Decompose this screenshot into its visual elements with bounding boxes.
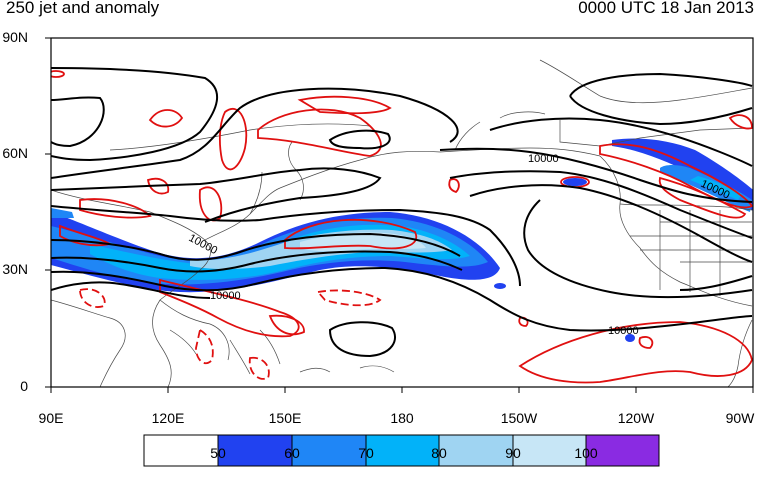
contour-label: 10000 <box>608 325 639 337</box>
contour-label: 10000 <box>210 290 241 302</box>
lat-tick-label: 60N <box>2 145 28 161</box>
contour-label: 10000 <box>187 232 220 257</box>
colorbar-box <box>365 434 440 467</box>
colorbar-label: 60 <box>284 445 300 461</box>
coastlines <box>51 59 753 387</box>
colorbar-box <box>217 434 293 467</box>
jet-patch-pacific <box>494 283 506 289</box>
colorbar-box <box>291 434 367 467</box>
lon-tick-label: 90W <box>725 410 755 426</box>
jet-patch-east <box>625 334 635 342</box>
map-plot-area: 10000 10000 10000 10000 10000 <box>51 59 753 387</box>
colorbar-box <box>143 434 219 467</box>
colorbar-label: 90 <box>505 445 521 461</box>
colorbar-label: 100 <box>574 445 598 461</box>
map-timestamp: 0000 UTC 18 Jan 2013 <box>578 0 754 17</box>
lat-tick-label: 0 <box>20 378 28 394</box>
colorbar-label: 70 <box>358 445 374 461</box>
lon-tick-label: 120E <box>151 410 185 426</box>
height-contours <box>51 67 753 358</box>
jet-patch-small <box>563 178 587 186</box>
colorbar-label: 50 <box>210 445 226 461</box>
lon-tick-label: 150E <box>268 410 302 426</box>
lat-tick-label: 30N <box>2 261 28 277</box>
lon-tick-label: 90E <box>38 410 64 426</box>
lon-tick-label: 180 <box>390 410 414 426</box>
map-title: 250 jet and anomaly <box>6 0 160 17</box>
colorbar-box <box>438 434 514 467</box>
colorbar-box <box>585 434 660 467</box>
colorbar-label: 80 <box>431 445 447 461</box>
colorbar-box <box>512 434 587 467</box>
colorbar <box>143 434 660 467</box>
contour-label-group: 10000 10000 10000 10000 10000 <box>187 153 732 337</box>
plot-frame <box>50 37 754 388</box>
anomaly-contours <box>51 70 753 384</box>
contour-label: 10000 <box>528 153 559 165</box>
jet-band-na-core <box>690 176 742 200</box>
jet-band-na <box>612 138 753 212</box>
lon-tick-label: 120W <box>617 410 655 426</box>
axis-ticks <box>45 37 754 393</box>
jet-patch-west <box>51 208 74 218</box>
lon-tick-label: 150W <box>500 410 538 426</box>
lat-tick-label: 90N <box>2 29 28 45</box>
